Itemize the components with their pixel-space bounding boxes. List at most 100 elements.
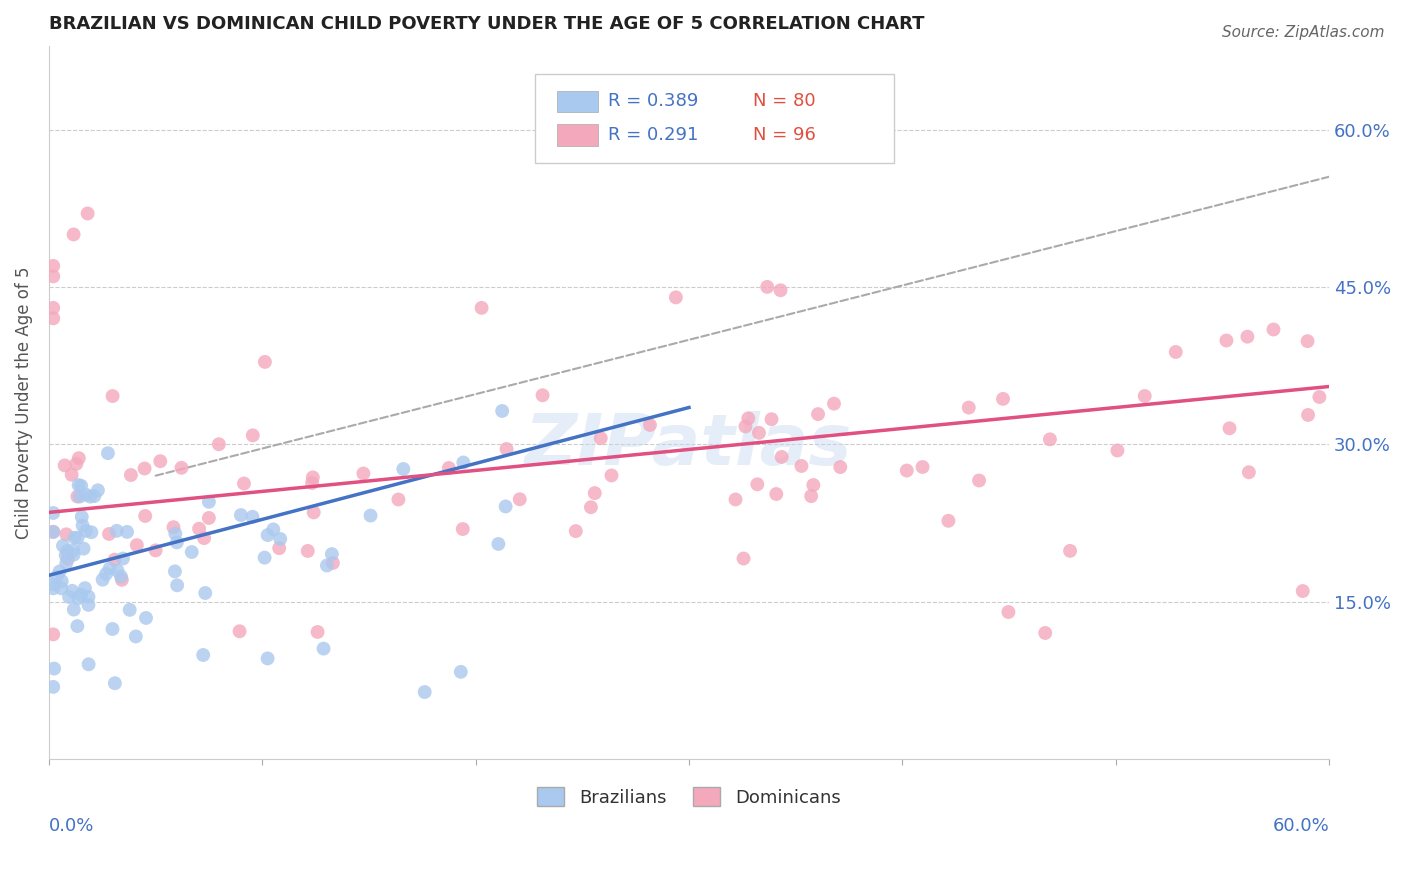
Point bbox=[1236, 329, 1258, 343]
Point bbox=[60, 467, 83, 482]
FancyBboxPatch shape bbox=[536, 74, 894, 163]
Point bbox=[76, 206, 98, 220]
Point bbox=[823, 397, 845, 411]
Point bbox=[44, 662, 66, 676]
Point bbox=[198, 495, 221, 509]
Point bbox=[94, 566, 117, 581]
Point bbox=[312, 641, 335, 656]
Text: BRAZILIAN VS DOMINICAN CHILD POVERTY UNDER THE AGE OF 5 CORRELATION CHART: BRAZILIAN VS DOMINICAN CHILD POVERTY UND… bbox=[49, 15, 925, 33]
Point bbox=[991, 392, 1014, 406]
FancyBboxPatch shape bbox=[557, 124, 598, 145]
Point bbox=[269, 532, 291, 546]
Point bbox=[589, 431, 612, 445]
Point bbox=[1133, 389, 1156, 403]
Point bbox=[55, 557, 77, 571]
Point bbox=[748, 425, 770, 440]
Point bbox=[1296, 408, 1319, 422]
Point bbox=[62, 548, 84, 562]
Point bbox=[77, 598, 100, 612]
Point bbox=[307, 624, 329, 639]
Point bbox=[665, 290, 688, 304]
Point bbox=[53, 458, 76, 473]
Point bbox=[450, 665, 472, 679]
Point bbox=[67, 451, 90, 466]
Point bbox=[170, 460, 193, 475]
Point bbox=[228, 624, 250, 639]
Point bbox=[120, 468, 142, 483]
Point bbox=[134, 508, 156, 523]
Point bbox=[77, 590, 100, 604]
Point bbox=[509, 492, 531, 507]
Point bbox=[83, 489, 105, 503]
Point bbox=[302, 505, 325, 519]
Point bbox=[1033, 626, 1056, 640]
Point bbox=[734, 419, 756, 434]
Text: 60.0%: 60.0% bbox=[1272, 816, 1329, 835]
Point bbox=[67, 478, 90, 492]
Point bbox=[321, 547, 343, 561]
Point bbox=[322, 556, 344, 570]
Point bbox=[42, 269, 65, 284]
Point bbox=[1215, 334, 1237, 348]
Point bbox=[387, 492, 409, 507]
Point bbox=[229, 508, 252, 522]
Point bbox=[724, 492, 747, 507]
Point bbox=[125, 538, 148, 552]
Point bbox=[1292, 584, 1315, 599]
Point bbox=[208, 437, 231, 451]
Point bbox=[104, 552, 127, 566]
Point bbox=[52, 539, 75, 553]
Point bbox=[737, 411, 759, 425]
Point bbox=[66, 490, 89, 504]
Point bbox=[242, 509, 264, 524]
Point bbox=[60, 583, 83, 598]
Point bbox=[301, 470, 323, 484]
Point bbox=[111, 573, 134, 587]
Point bbox=[957, 401, 980, 415]
Point bbox=[486, 537, 509, 551]
Point bbox=[565, 524, 588, 538]
Point bbox=[162, 520, 184, 534]
Point bbox=[830, 460, 852, 475]
Point bbox=[188, 522, 211, 536]
Point bbox=[194, 586, 217, 600]
Point bbox=[1308, 390, 1330, 404]
Text: R = 0.291: R = 0.291 bbox=[609, 126, 699, 144]
Text: ZIPatlas: ZIPatlas bbox=[526, 410, 852, 480]
Point bbox=[769, 283, 792, 297]
Point bbox=[48, 565, 70, 579]
Point bbox=[111, 551, 134, 566]
Point bbox=[63, 602, 86, 616]
Point bbox=[135, 611, 157, 625]
Point bbox=[98, 561, 121, 575]
Point bbox=[69, 490, 91, 504]
Point bbox=[72, 518, 94, 533]
Point bbox=[91, 573, 114, 587]
Point bbox=[495, 442, 517, 456]
Point bbox=[101, 622, 124, 636]
Text: 0.0%: 0.0% bbox=[49, 816, 94, 835]
Point bbox=[56, 552, 79, 566]
Point bbox=[56, 544, 79, 558]
Point bbox=[67, 591, 90, 606]
Point bbox=[761, 412, 783, 426]
Point bbox=[1237, 465, 1260, 479]
Point bbox=[531, 388, 554, 402]
Point bbox=[1296, 334, 1319, 348]
Point bbox=[800, 489, 823, 503]
Point bbox=[896, 464, 918, 478]
Point bbox=[75, 488, 97, 502]
Point bbox=[75, 524, 97, 538]
Point bbox=[413, 685, 436, 699]
Point bbox=[87, 483, 110, 498]
Point bbox=[110, 569, 132, 583]
Point bbox=[638, 417, 661, 432]
Point bbox=[58, 590, 80, 604]
Point bbox=[911, 460, 934, 475]
Point bbox=[297, 544, 319, 558]
Y-axis label: Child Poverty Under the Age of 5: Child Poverty Under the Age of 5 bbox=[15, 266, 32, 539]
Point bbox=[42, 506, 65, 520]
Point bbox=[1107, 443, 1129, 458]
Point bbox=[70, 588, 93, 602]
Point bbox=[42, 627, 65, 641]
